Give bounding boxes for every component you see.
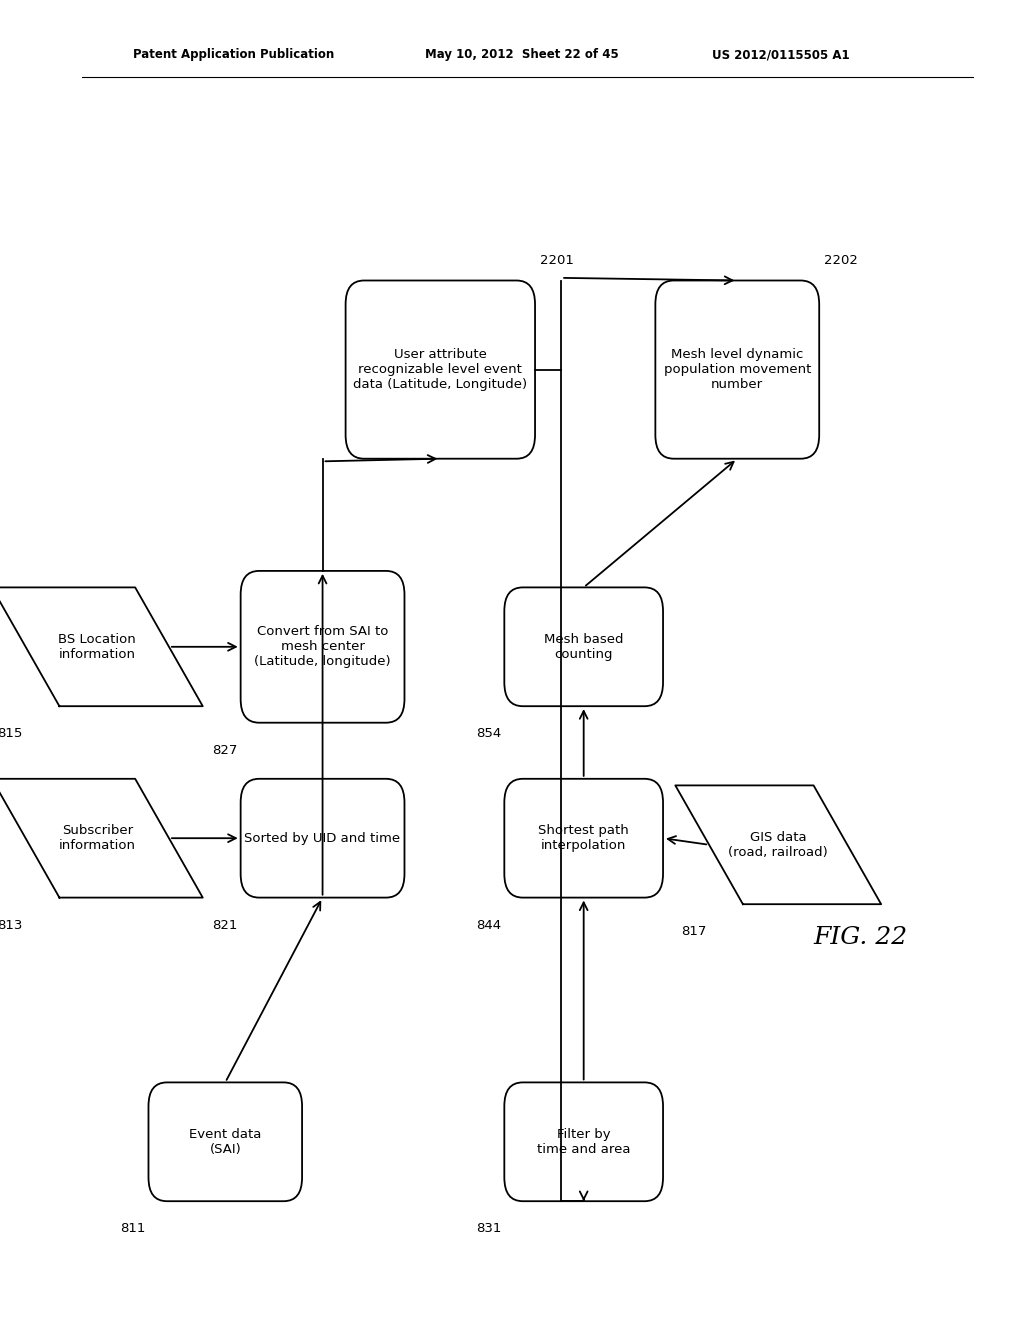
Text: 821: 821 <box>212 919 238 932</box>
Polygon shape <box>676 785 881 904</box>
Text: 844: 844 <box>476 919 501 932</box>
Polygon shape <box>0 587 203 706</box>
Text: 811: 811 <box>120 1222 145 1236</box>
FancyBboxPatch shape <box>148 1082 302 1201</box>
Text: Convert from SAI to
mesh center
(Latitude, longitude): Convert from SAI to mesh center (Latitud… <box>254 626 391 668</box>
FancyBboxPatch shape <box>241 779 404 898</box>
Text: May 10, 2012  Sheet 22 of 45: May 10, 2012 Sheet 22 of 45 <box>425 49 618 61</box>
Text: Event data
(SAI): Event data (SAI) <box>189 1127 261 1156</box>
Text: 854: 854 <box>476 727 501 741</box>
Text: Filter by
time and area: Filter by time and area <box>537 1127 631 1156</box>
Text: Subscriber
information: Subscriber information <box>58 824 136 853</box>
Text: Mesh based
counting: Mesh based counting <box>544 632 624 661</box>
Text: 815: 815 <box>0 727 23 741</box>
Text: Shortest path
interpolation: Shortest path interpolation <box>539 824 629 853</box>
Text: 831: 831 <box>476 1222 501 1236</box>
Text: 827: 827 <box>212 744 238 756</box>
Text: User attribute
recognizable level event
data (Latitude, Longitude): User attribute recognizable level event … <box>353 348 527 391</box>
Text: Patent Application Publication: Patent Application Publication <box>133 49 335 61</box>
Text: Mesh level dynamic
population movement
number: Mesh level dynamic population movement n… <box>664 348 811 391</box>
Text: BS Location
information: BS Location information <box>58 632 136 661</box>
FancyBboxPatch shape <box>655 281 819 459</box>
FancyBboxPatch shape <box>504 779 664 898</box>
Text: 817: 817 <box>681 925 707 939</box>
Text: 2201: 2201 <box>541 255 574 267</box>
Text: 2202: 2202 <box>824 255 858 267</box>
Text: US 2012/0115505 A1: US 2012/0115505 A1 <box>712 49 849 61</box>
FancyBboxPatch shape <box>504 587 664 706</box>
FancyBboxPatch shape <box>504 1082 664 1201</box>
FancyBboxPatch shape <box>346 281 535 459</box>
Text: GIS data
(road, railroad): GIS data (road, railroad) <box>728 830 828 859</box>
Polygon shape <box>0 779 203 898</box>
FancyBboxPatch shape <box>241 570 404 722</box>
Text: Sorted by UID and time: Sorted by UID and time <box>245 832 400 845</box>
Text: FIG. 22: FIG. 22 <box>813 925 907 949</box>
Text: 813: 813 <box>0 919 23 932</box>
